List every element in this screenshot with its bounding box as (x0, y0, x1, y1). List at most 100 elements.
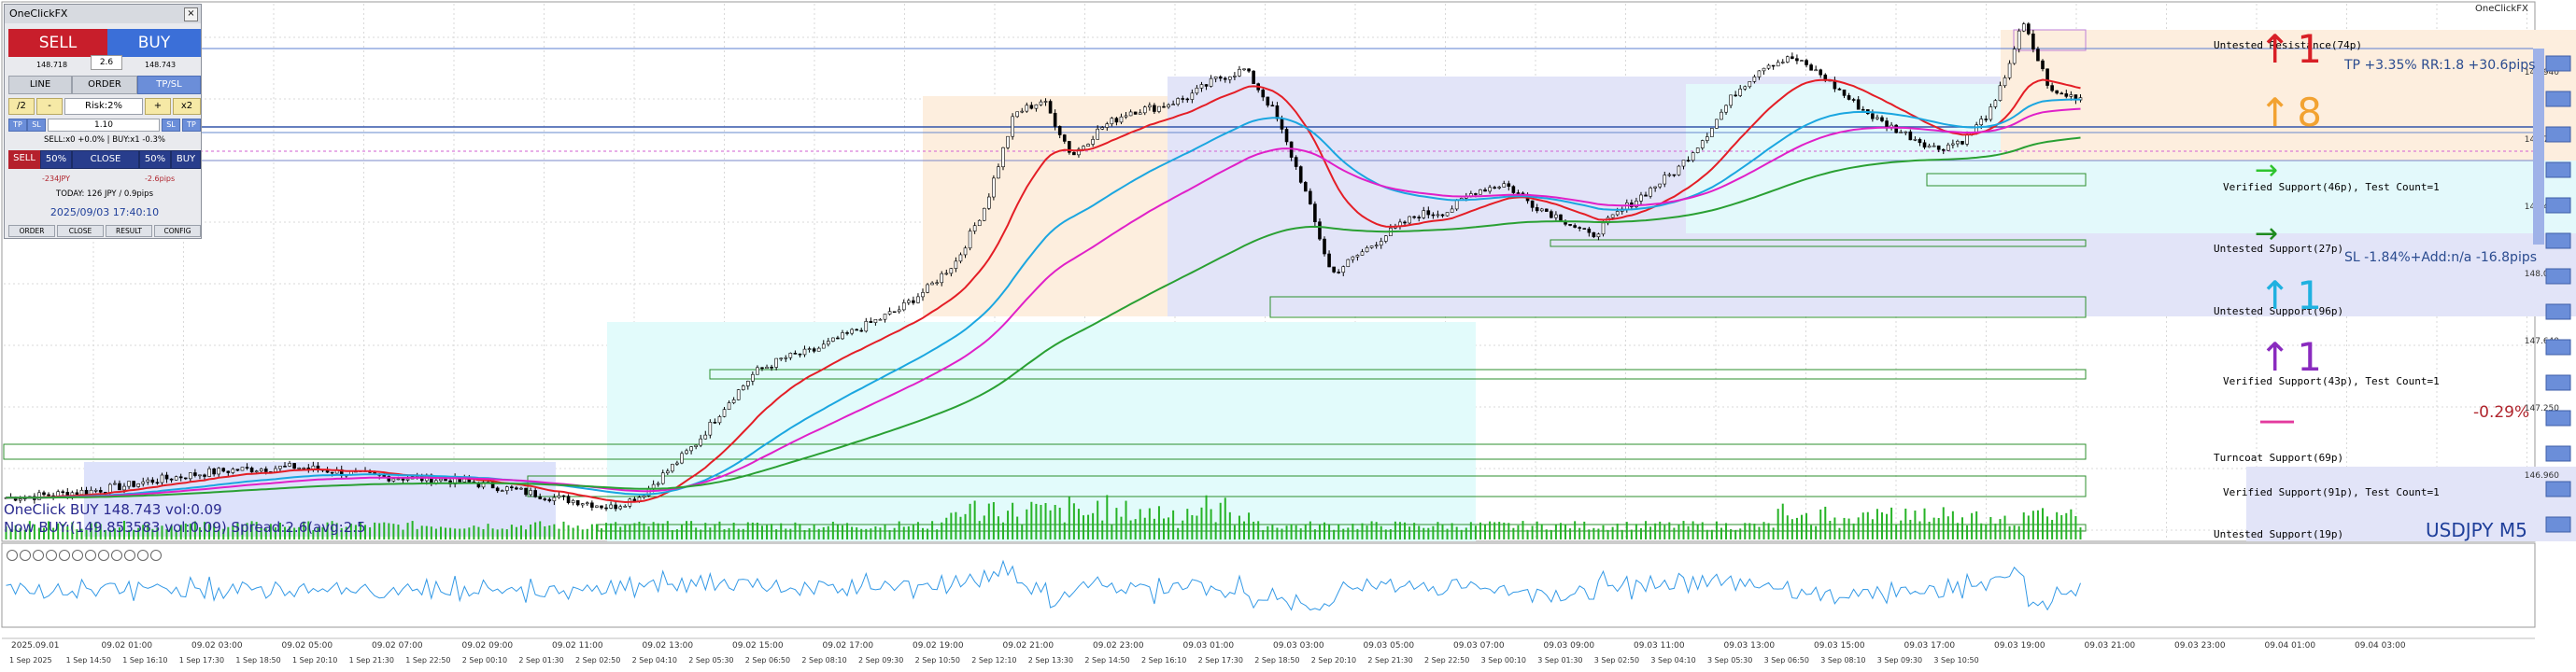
candle-body (2069, 94, 2074, 97)
mode-tpsl-button[interactable]: TP/SL (137, 76, 201, 94)
volume-bar (204, 522, 206, 539)
volume-bar (709, 527, 712, 539)
volume-bar (1649, 526, 1652, 539)
volume-bar (1224, 497, 1226, 539)
candle-body (949, 268, 954, 274)
volume-bar (165, 529, 168, 539)
indicator-dot-icon[interactable] (98, 550, 109, 561)
candle-body (892, 311, 897, 314)
footer-config-button[interactable]: CONFIG (154, 225, 201, 237)
indicator-dot-icon[interactable] (59, 550, 70, 561)
volume-bar (973, 500, 976, 539)
buy-button[interactable]: BUY (107, 29, 201, 57)
candle-body (98, 489, 103, 493)
indicator-dot-icon[interactable] (7, 550, 18, 561)
candle-body (1426, 210, 1431, 216)
candle-body (793, 353, 798, 355)
signal-arrow-cyan: ↑ 1 (2258, 276, 2322, 315)
mode-order-button[interactable]: ORDER (72, 76, 137, 94)
pl-jpy: -234JPY (42, 175, 71, 183)
candle-body (741, 385, 745, 390)
volume-bar (161, 525, 163, 539)
volume-bar (1999, 519, 2002, 539)
candle-body (84, 489, 89, 495)
candle-body (1766, 64, 1771, 69)
time-axis-label: 09.02 17:00 (823, 641, 874, 651)
time-axis-label: 2 Sep 22:50 (1424, 656, 1469, 665)
volume-bar (1083, 515, 1085, 539)
indicator-dot-icon[interactable] (137, 550, 149, 561)
candle-body (500, 490, 504, 492)
time-axis-label: 09.02 19:00 (913, 641, 964, 651)
tp-right-button[interactable]: TP (182, 119, 201, 132)
candle-body (263, 469, 268, 472)
sell-button[interactable]: SELL (8, 29, 107, 57)
lot-field[interactable]: 1.10 (48, 119, 160, 132)
candle-body (1068, 141, 1071, 153)
volume-bar (1101, 520, 1104, 539)
volume-bar (1824, 506, 1827, 539)
zone-label-support-46: Verified Support(46p), Test Count=1 (2223, 181, 2440, 193)
moving-average-line (6, 78, 2081, 504)
indicator-dot-icon[interactable] (124, 550, 135, 561)
indicator-dot-icon[interactable] (111, 550, 122, 561)
volume-bar (1125, 500, 1127, 539)
candle-body (1185, 98, 1190, 101)
volume-bar (1394, 521, 1396, 539)
footer-order-button[interactable]: ORDER (8, 225, 55, 237)
indicator-dot-icon[interactable] (20, 550, 31, 561)
row-close-button[interactable]: CLOSE (72, 150, 139, 169)
volume-bar (1313, 529, 1316, 539)
volume-bar (1115, 508, 1118, 539)
indicator-dot-icon[interactable] (72, 550, 83, 561)
candle-body (1119, 116, 1124, 123)
risk-plus-button[interactable]: + (145, 98, 171, 115)
volume-bar (5, 526, 7, 539)
row-sell-button[interactable]: SELL (8, 150, 40, 169)
time-axis-label: 09.02 13:00 (643, 641, 694, 651)
candle-body (1474, 193, 1478, 195)
sl-right-button[interactable]: SL (162, 119, 180, 132)
double-lot-button[interactable]: x2 (173, 98, 201, 115)
candle-body (878, 318, 883, 321)
footer-close-button[interactable]: CLOSE (57, 225, 104, 237)
symbol-label: USDJPY M5 (2426, 519, 2527, 541)
volume-bar (817, 528, 820, 539)
volume-bar (71, 522, 74, 539)
risk-minus-button[interactable]: - (36, 98, 63, 115)
footer-result-button[interactable]: RESULT (106, 225, 152, 237)
indicator-dot-icon[interactable] (46, 550, 57, 561)
candle-body (288, 463, 291, 467)
row-50-left-button[interactable]: 50% (40, 150, 72, 169)
indicator-dot-icon[interactable] (33, 550, 44, 561)
tp-left-button[interactable]: TP (8, 119, 27, 132)
time-axis-label: 09.04 03:00 (2355, 641, 2406, 651)
volume-bar (1663, 525, 1666, 539)
row-buy-button[interactable]: BUY (171, 150, 201, 169)
volume-bar (586, 528, 588, 539)
volume-bar (647, 526, 650, 539)
candle-body (972, 225, 977, 231)
volume-bar (1257, 521, 1260, 539)
volume-bar (2013, 525, 2016, 539)
indicator-dot-icon[interactable] (85, 550, 96, 561)
candle-body (141, 481, 146, 484)
row-50-right-button[interactable]: 50% (139, 150, 171, 169)
candle-body (1544, 208, 1549, 212)
volume-bar (1111, 525, 1113, 539)
time-axis: 2025.09.01 09.02 01:00 09.02 03:00 09.02 05… (2, 637, 2535, 665)
candle-body (391, 478, 396, 482)
volume-bar (1730, 528, 1733, 539)
volume-bar (236, 523, 239, 539)
candle-body (982, 207, 986, 221)
half-lot-button[interactable]: /2 (8, 98, 35, 115)
sl-left-button[interactable]: SL (27, 119, 46, 132)
close-icon[interactable]: × (184, 7, 198, 21)
candle-body (930, 282, 934, 286)
candle-body (1001, 147, 1005, 168)
indicator-dot-icon[interactable] (150, 550, 162, 561)
risk-field[interactable]: Risk:2% (64, 98, 143, 115)
volume-bar (657, 523, 659, 539)
mode-line-button[interactable]: LINE (8, 76, 72, 94)
volume-bar (1597, 528, 1600, 539)
